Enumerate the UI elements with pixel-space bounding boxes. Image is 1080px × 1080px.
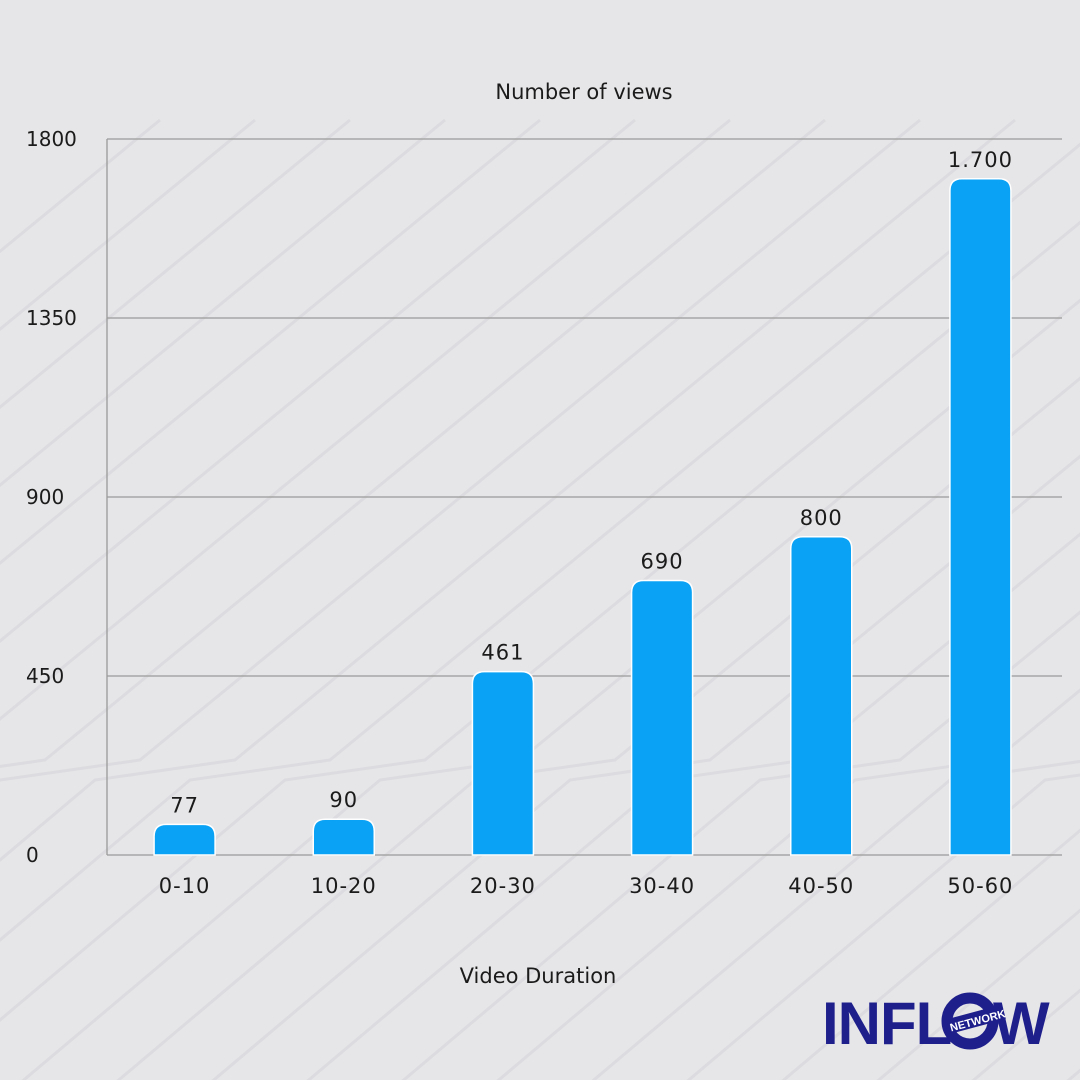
bar: [471, 670, 535, 856]
svg-text:W: W: [993, 990, 1050, 1052]
data-labels: 77 90 461 690 800 1.700: [170, 148, 1013, 818]
y-tick-label: 0: [26, 843, 39, 867]
y-tick-label: 450: [26, 664, 64, 688]
bar: [312, 818, 375, 856]
x-tick-label: 20-30: [470, 874, 536, 898]
x-tick-label: 30-40: [629, 874, 695, 898]
data-label: 90: [329, 788, 358, 812]
grid-lines: [106, 138, 1062, 856]
x-tick-label: 10-20: [311, 874, 377, 898]
bar: [630, 579, 694, 856]
inflow-network-logo: INFL W NETWORK: [822, 990, 1050, 1052]
data-label: 800: [800, 506, 843, 530]
x-tick-label: 50-60: [947, 874, 1013, 898]
background-stripe: [0, 118, 541, 566]
y-tick-label: 1350: [26, 306, 77, 330]
background-stripe: [0, 118, 446, 488]
background-stripe: [306, 532, 1080, 1080]
y-axis-ticks: 0 450 900 1350 1800: [26, 127, 77, 867]
bar: [790, 536, 853, 856]
y-tick-label: 1800: [26, 127, 77, 151]
x-axis-ticks: 0-10 10-20 20-30 30-40 40-50 50-60: [159, 874, 1013, 898]
x-axis-label: Video Duration: [460, 964, 617, 988]
bar: [949, 178, 1012, 856]
background-stripe: [591, 759, 1080, 1080]
background-stripe: [0, 118, 921, 782]
background-stripe: [0, 118, 731, 721]
data-label: 1.700: [948, 148, 1013, 172]
background-stripe: [0, 118, 636, 643]
svg-text:INFL: INFL: [822, 990, 951, 1052]
bars: [153, 178, 1012, 856]
background-stripe: [686, 773, 1080, 1080]
data-label: 77: [170, 793, 199, 817]
chart-title: Number of views: [495, 80, 672, 104]
background-stripe: [0, 142, 1080, 942]
x-tick-label: 40-50: [788, 874, 854, 898]
data-label: 690: [641, 550, 684, 574]
background-stripe: [496, 688, 1080, 1080]
y-tick-label: 900: [26, 485, 64, 509]
background-stripe: [0, 220, 1080, 1022]
background-stripe: [876, 908, 1080, 1080]
data-label: 461: [481, 641, 524, 665]
background-stripe: [781, 828, 1080, 1080]
bar: [153, 823, 216, 856]
x-tick-label: 0-10: [159, 874, 211, 898]
background-stripe: [0, 118, 826, 768]
background-stripe: [21, 298, 1080, 1080]
background-stripe: [0, 118, 1016, 862]
